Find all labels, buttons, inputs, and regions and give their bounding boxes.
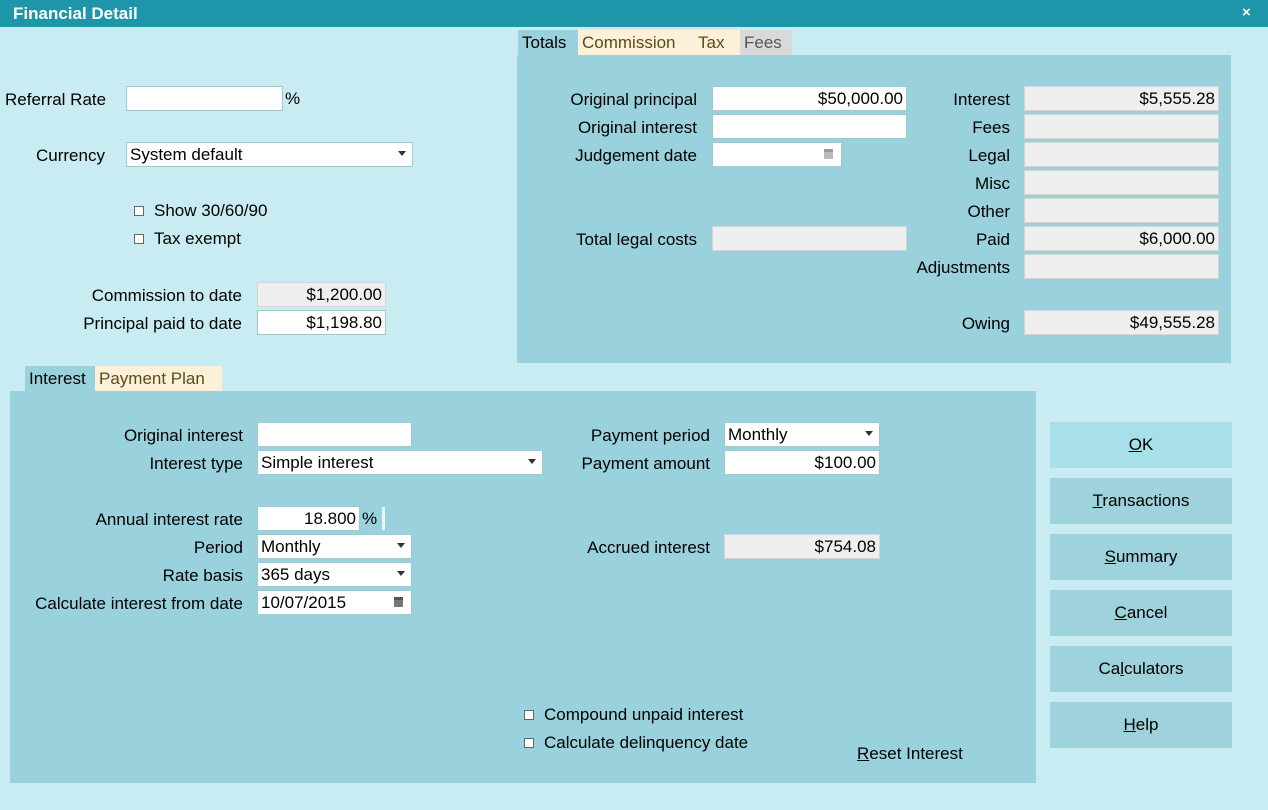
tax-exempt-label: Tax exempt [154, 229, 241, 248]
tab-interest[interactable]: Interest [25, 366, 95, 391]
original-interest-input[interactable] [257, 422, 412, 447]
chevron-down-icon [528, 459, 536, 464]
judgement-date-input[interactable] [712, 142, 842, 167]
payment-period-value: Monthly [728, 425, 788, 444]
original-principal-label: Original principal [570, 90, 697, 109]
payment-amount-input[interactable]: $100.00 [724, 450, 880, 475]
tax-exempt-checkbox[interactable] [134, 234, 144, 244]
tab-tax[interactable]: Tax [694, 30, 740, 55]
annual-rate-input[interactable]: 18.800 [257, 506, 360, 531]
calc-from-date-label: Calculate interest from date [35, 594, 243, 613]
judgement-date-label: Judgement date [575, 146, 697, 165]
rate-basis-value: 365 days [261, 565, 330, 584]
totals-original-interest-input[interactable] [712, 114, 907, 139]
total-legal-costs-label: Total legal costs [576, 230, 697, 249]
rate-basis-select[interactable]: 365 days [257, 562, 412, 587]
commission-to-date-value: $1,200.00 [257, 282, 386, 307]
interest-total-value: $5,555.28 [1024, 86, 1219, 111]
chevron-down-icon [397, 571, 405, 576]
payment-period-select[interactable]: Monthly [724, 422, 880, 447]
calc-delinquency-label: Calculate delinquency date [544, 733, 749, 752]
interest-type-select[interactable]: Simple interest [257, 450, 543, 475]
chevron-down-icon [398, 151, 406, 156]
paid-value: $6,000.00 [1024, 226, 1219, 251]
fees-value [1024, 114, 1219, 139]
payment-period-label: Payment period [590, 426, 710, 445]
tab-payment-plan[interactable]: Payment Plan [95, 366, 222, 391]
currency-value: System default [130, 145, 243, 164]
tab-commission[interactable]: Commission [578, 30, 694, 55]
tab-totals[interactable]: Totals [518, 30, 578, 55]
cancel-button[interactable]: Cancel [1050, 590, 1232, 636]
referral-percent-sign: % [285, 89, 301, 108]
compound-unpaid-label: Compound unpaid interest [544, 705, 744, 724]
interest-type-value: Simple interest [261, 453, 374, 472]
annual-rate-percent: % [362, 509, 378, 528]
total-legal-costs-value [712, 226, 907, 251]
legal-label: Legal [968, 146, 1010, 165]
calendar-icon[interactable] [394, 597, 403, 607]
calc-delinquency-checkbox[interactable] [524, 738, 534, 748]
accrued-interest-label: Accrued interest [587, 538, 710, 557]
ok-button[interactable]: OK [1050, 422, 1232, 468]
close-icon[interactable]: × [1242, 4, 1251, 21]
transactions-button[interactable]: Transactions [1050, 478, 1232, 524]
original-principal-input[interactable]: $50,000.00 [712, 86, 907, 111]
principal-paid-label: Principal paid to date [83, 314, 242, 333]
paid-label: Paid [975, 230, 1010, 249]
commission-to-date-label: Commission to date [91, 286, 242, 305]
misc-value [1024, 170, 1219, 195]
window-title: Financial Detail [13, 4, 138, 23]
calc-from-date-value: 10/07/2015 [261, 593, 347, 612]
rate-spinner-handle[interactable] [382, 507, 385, 530]
period-label: Period [193, 538, 243, 557]
reset-interest-link[interactable]: Reset Interest [857, 744, 963, 763]
calendar-icon[interactable] [824, 149, 833, 159]
chevron-down-icon [397, 543, 405, 548]
referral-rate-input[interactable] [126, 86, 283, 111]
owing-value: $49,555.28 [1024, 310, 1219, 335]
accrued-interest-value: $754.08 [724, 534, 880, 559]
misc-label: Misc [975, 174, 1010, 193]
currency-label: Currency [36, 146, 105, 165]
referral-rate-label: Referral Rate [5, 90, 107, 109]
annual-rate-label: Annual interest rate [95, 510, 243, 529]
help-button[interactable]: Help [1050, 702, 1232, 748]
legal-value [1024, 142, 1219, 167]
tab-fees[interactable]: Fees [740, 30, 792, 55]
totals-original-interest-label: Original interest [577, 118, 697, 137]
interest-type-label: Interest type [149, 454, 243, 473]
owing-label: Owing [961, 314, 1010, 333]
interest-total-label: Interest [953, 90, 1010, 109]
summary-button[interactable]: Summary [1050, 534, 1232, 580]
period-select[interactable]: Monthly [257, 534, 412, 559]
show-30-60-90-checkbox[interactable] [134, 206, 144, 216]
title-bar [0, 0, 1268, 27]
adjustments-label: Adjustments [916, 258, 1010, 277]
rate-basis-label: Rate basis [162, 566, 243, 585]
calc-from-date-input[interactable]: 10/07/2015 [257, 590, 412, 615]
show-30-60-90-label: Show 30/60/90 [154, 201, 268, 220]
compound-unpaid-checkbox[interactable] [524, 710, 534, 720]
calculators-button[interactable]: Calculators [1050, 646, 1232, 692]
principal-paid-input[interactable]: $1,198.80 [257, 310, 386, 335]
fees-label: Fees [972, 118, 1010, 137]
payment-amount-label: Payment amount [581, 454, 710, 473]
original-interest-label: Original interest [123, 426, 243, 445]
chevron-down-icon [865, 431, 873, 436]
currency-select[interactable]: System default [126, 142, 413, 167]
adjustments-value [1024, 254, 1219, 279]
other-label: Other [967, 202, 1010, 221]
other-value [1024, 198, 1219, 223]
period-value: Monthly [261, 537, 321, 556]
